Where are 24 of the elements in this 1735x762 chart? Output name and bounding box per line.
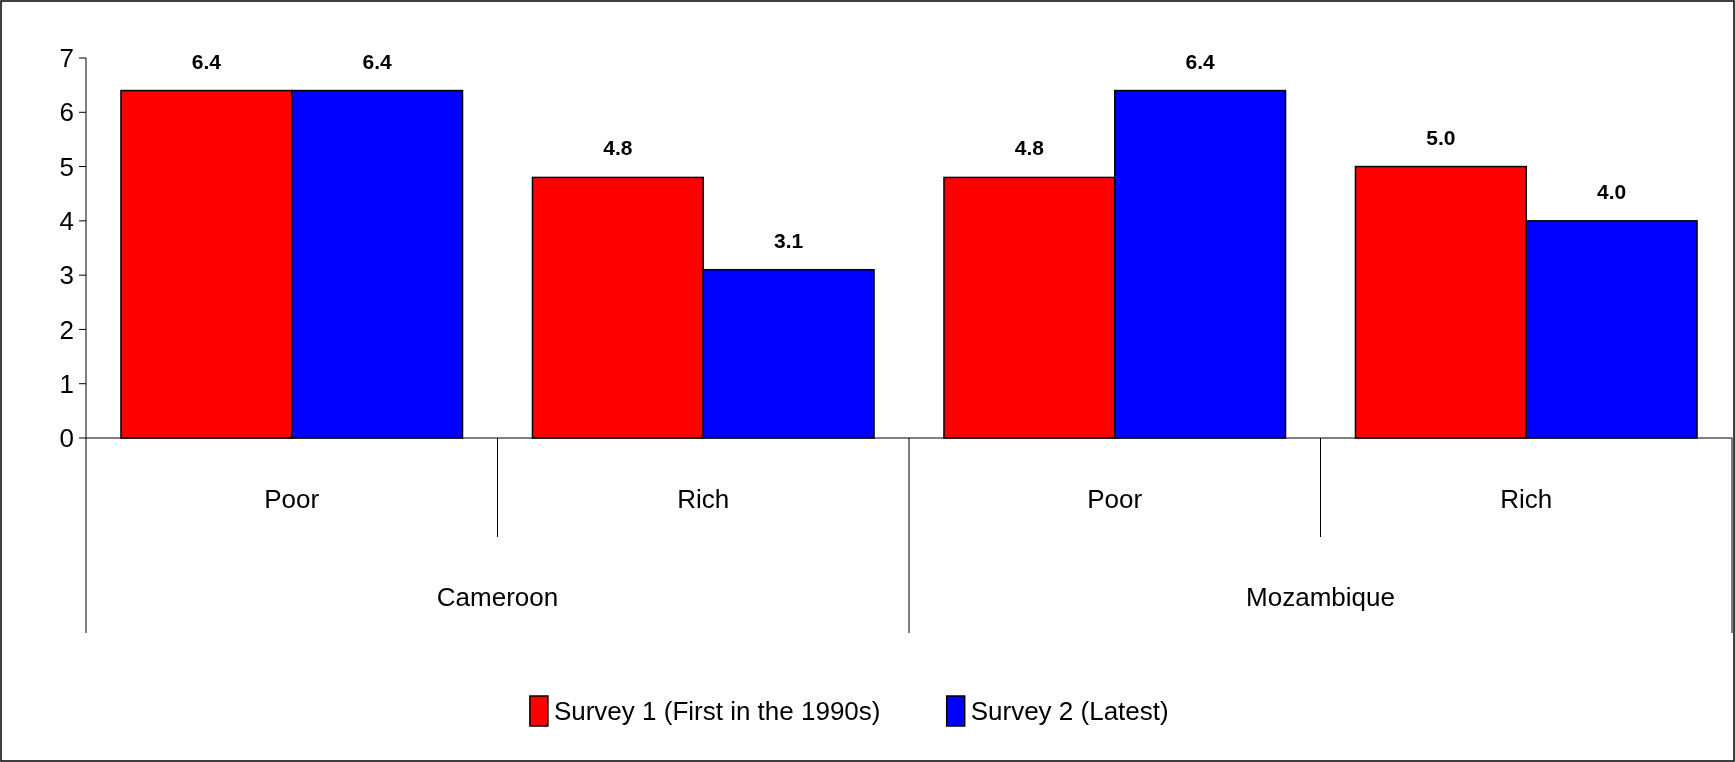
y-tick-label: 1 xyxy=(59,368,74,399)
data-label: 6.4 xyxy=(362,49,393,73)
text: Mozambique xyxy=(1246,582,1395,612)
data-label: 3.1 xyxy=(774,228,804,252)
data-label: 6.4 xyxy=(1185,49,1216,73)
data-label: 4.8 xyxy=(603,136,633,160)
legend-label: Survey 2 (Latest) xyxy=(970,696,1169,727)
y-tick-label: 7 xyxy=(59,43,74,74)
x-tick-label: Rich xyxy=(677,484,730,514)
y-tick-label: 6 xyxy=(59,97,74,128)
data-label: 6.4 xyxy=(191,49,222,73)
y-tick-label: 5 xyxy=(59,151,74,182)
x-tick-label: Rich xyxy=(1500,484,1553,514)
legend-label: Survey 1 (First in the 1990s) xyxy=(553,696,881,727)
x-tick-label: Poor xyxy=(1087,484,1143,514)
text: Cameroon xyxy=(436,582,559,612)
x-tick-label: Poor xyxy=(264,484,320,514)
y-tick-label: 3 xyxy=(59,260,74,291)
y-tick-label: 0 xyxy=(59,423,74,454)
y-tick-label: 2 xyxy=(59,314,74,345)
data-label: 4.8 xyxy=(1014,136,1045,160)
y-tick-label: 4 xyxy=(59,205,74,236)
data-label: 4.0 xyxy=(1597,179,1627,203)
data-label: 5.0 xyxy=(1426,125,1456,149)
